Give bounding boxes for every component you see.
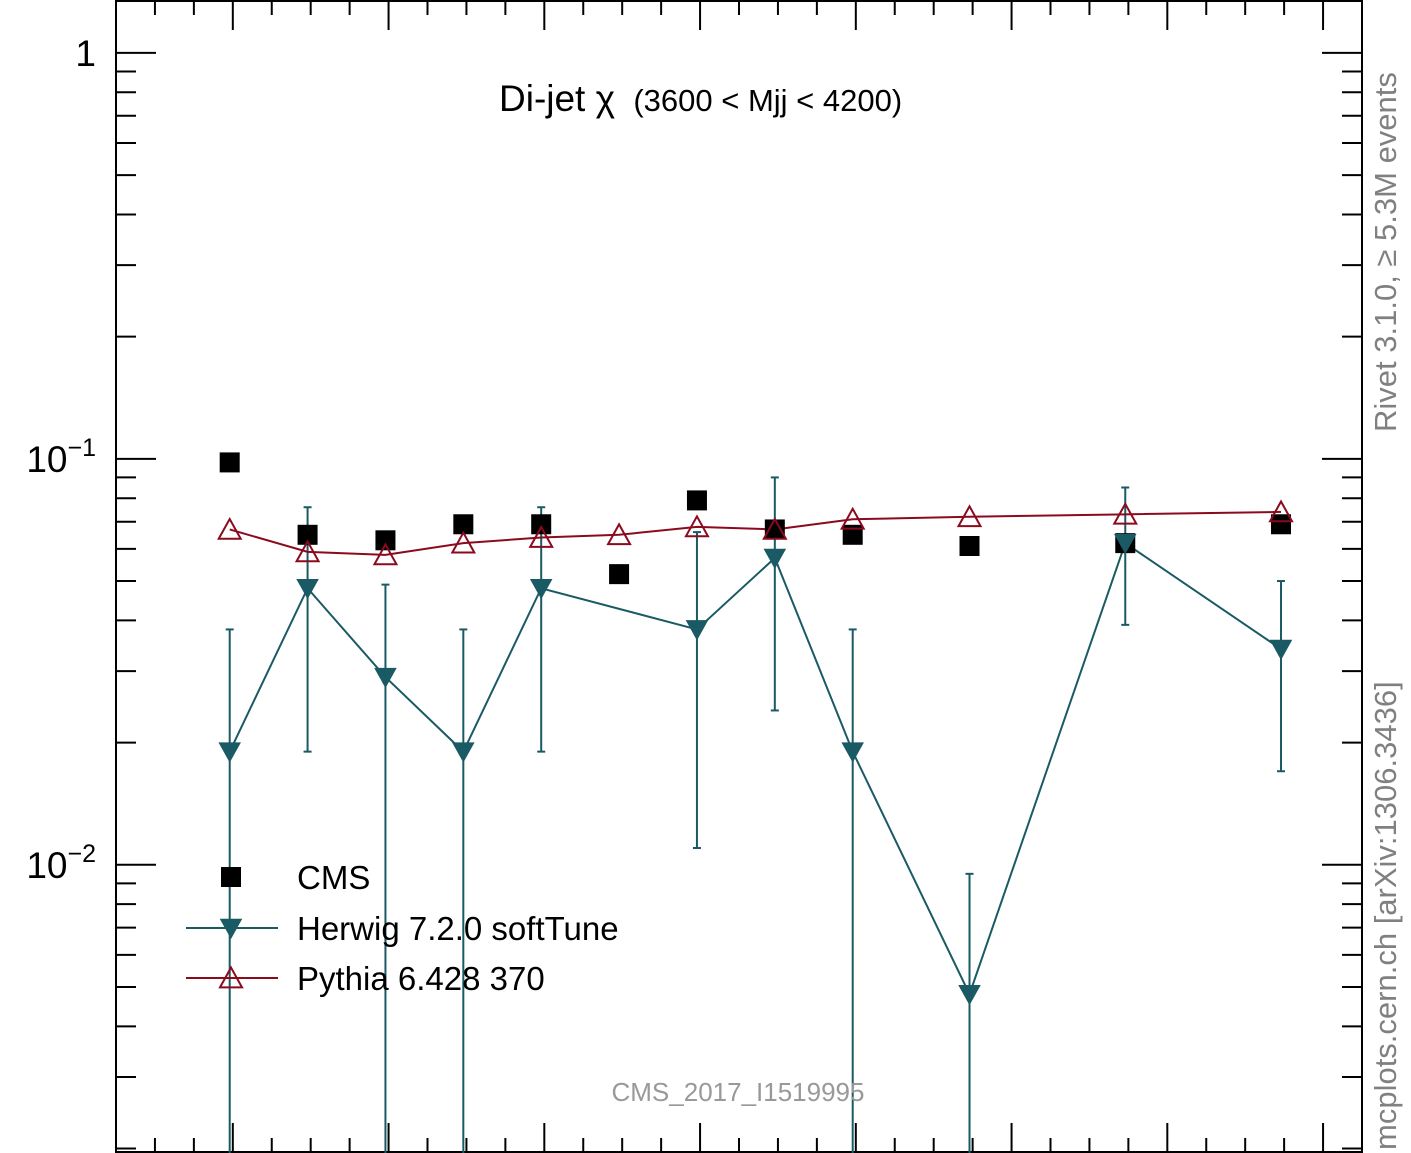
y-tick-label: 10−1 xyxy=(26,434,96,480)
y-tick-label: 10−2 xyxy=(26,840,96,886)
cms-point xyxy=(375,530,396,551)
pythia-line xyxy=(229,510,1282,556)
legend: CMS Herwig 7.2.0 softTune Pythia 6.428 370 xyxy=(186,859,619,997)
pythia-point xyxy=(372,542,399,566)
cms-point xyxy=(453,514,474,535)
cms-point xyxy=(764,519,785,540)
cms-point xyxy=(842,524,863,545)
herwig-point xyxy=(374,667,397,689)
legend-cms-marker xyxy=(221,867,241,887)
chart-title-main: Di-jet χ xyxy=(499,78,615,119)
cms-point xyxy=(297,524,318,545)
mcplots-source-label: mcplots.cern.ch [arXiv:1306.3436] xyxy=(1368,681,1403,1150)
pythia-point xyxy=(294,539,321,563)
y-tick-label: 1 xyxy=(75,33,96,74)
herwig-point xyxy=(452,742,475,763)
pythia-point xyxy=(1268,499,1294,523)
cms-point xyxy=(959,535,980,556)
pythia-point xyxy=(684,514,710,538)
chart-title: Di-jet χ (3600 < Mjj < 4200) xyxy=(499,78,902,119)
axis-ticks: 1 10−1 10−2 xyxy=(26,0,1363,1153)
pythia-point xyxy=(956,504,983,528)
cms-point xyxy=(609,564,630,585)
data-layer xyxy=(216,452,1294,1153)
analysis-watermark: CMS_2017_I1519995 xyxy=(612,1077,865,1107)
pythia-point xyxy=(450,530,477,554)
herwig-point xyxy=(296,578,319,600)
pythia-point xyxy=(1112,501,1138,525)
rivet-version-label: Rivet 3.1.0, ≥ 5.3M events xyxy=(1368,72,1403,432)
herwig-point xyxy=(763,548,787,569)
legend-label: CMS xyxy=(297,859,370,896)
pythia-point xyxy=(528,525,554,548)
herwig-point xyxy=(685,620,709,641)
herwig-point xyxy=(1113,533,1137,555)
pythia-point xyxy=(762,516,788,540)
pythia-point xyxy=(216,516,243,540)
legend-label: Herwig 7.2.0 softTune xyxy=(297,910,619,947)
herwig-point xyxy=(529,578,553,600)
cms-point xyxy=(531,514,552,535)
herwig-point xyxy=(841,742,864,763)
cms-point xyxy=(1271,514,1292,535)
herwig-point xyxy=(1269,639,1293,661)
pythia-point xyxy=(839,506,866,530)
herwig-point xyxy=(218,742,241,763)
pythia-point xyxy=(606,522,632,546)
herwig-point xyxy=(958,984,981,1006)
legend-label: Pythia 6.428 370 xyxy=(297,960,545,997)
chart-subtitle: (3600 < Mjj < 4200) xyxy=(633,83,902,118)
cms-point xyxy=(219,452,240,473)
legend-pythia-marker xyxy=(218,965,244,989)
legend-herwig-marker xyxy=(219,918,243,940)
cms-point xyxy=(686,490,707,511)
